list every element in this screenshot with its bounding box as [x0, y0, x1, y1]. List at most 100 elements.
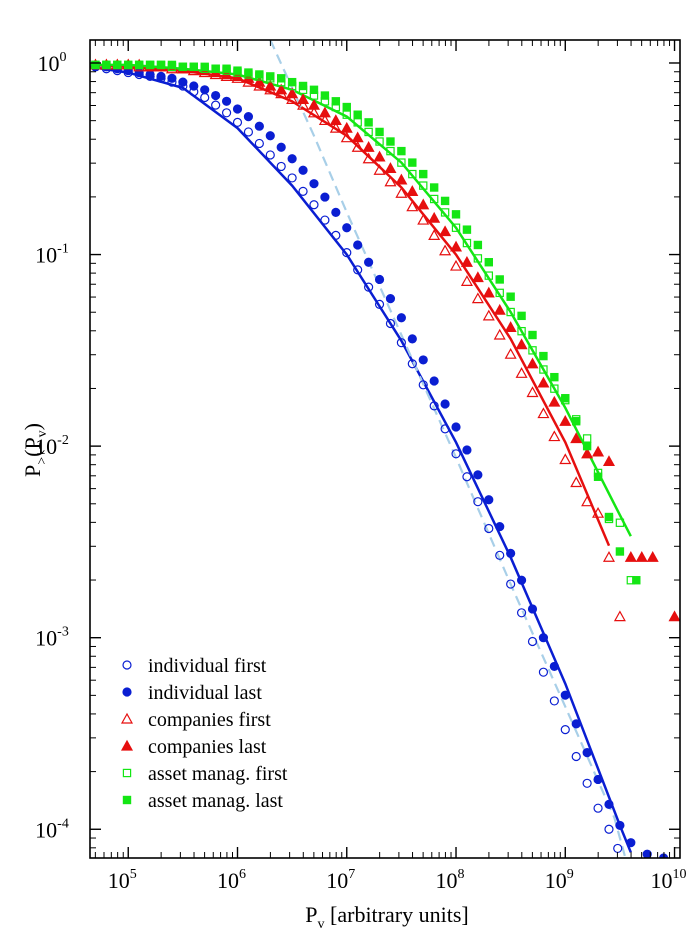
legend-item: asset manag. first: [122, 763, 288, 785]
asset_last-point: [364, 118, 373, 127]
y-tick-label: 10-3: [35, 625, 69, 651]
legend-label: individual first: [148, 655, 267, 677]
y-axis-title-main: P: [20, 465, 45, 477]
data-layer: [90, 40, 680, 858]
individual_fit-line: [90, 65, 632, 853]
companies_last-point: [646, 551, 659, 562]
asset_first-point: [419, 181, 428, 190]
asset_first-point: [495, 288, 504, 298]
x-axis-title-main: P: [305, 902, 317, 927]
companies_first-point: [613, 610, 626, 622]
individual_last-point: [134, 67, 144, 78]
individual_last-point: [418, 355, 428, 365]
powerlaw_reference-line: [269, 40, 627, 858]
individual_first-point: [342, 248, 352, 258]
companies_first-point: [406, 200, 419, 212]
asset_last-point: [408, 158, 417, 167]
companies_last-point: [428, 211, 441, 223]
individual_first-point: [473, 497, 483, 507]
legend-item: individual first: [122, 655, 267, 677]
companies_last-point: [373, 150, 386, 162]
companies_last-point: [559, 414, 572, 426]
asset_first-point: [473, 254, 483, 263]
asset_first-point: [550, 384, 559, 393]
asset_first-point: [528, 346, 537, 355]
companies_first-point: [504, 347, 517, 359]
companies_first-point: [318, 114, 331, 126]
individual_last-point: [484, 495, 494, 505]
y-axis-title-sub2: v: [35, 430, 50, 437]
individual_first-point: [516, 608, 527, 618]
x-axis-title-suffix: [arbitrary units]: [325, 902, 469, 927]
asset_first-point: [615, 518, 625, 527]
individual_last-point: [560, 690, 570, 700]
individual_last-point: [320, 192, 330, 202]
individual_first-point: [243, 127, 254, 137]
individual_last-point: [462, 445, 472, 455]
asset_last-point: [113, 60, 122, 70]
legend-marker: [120, 739, 134, 751]
companies_first-point: [537, 407, 550, 419]
asset_last-point: [473, 240, 483, 250]
individual_first-point: [429, 401, 439, 411]
legend-item: companies first: [120, 709, 271, 731]
companies_last-point: [570, 432, 583, 444]
individual_last-point: [626, 838, 636, 848]
individual_first-point: [538, 667, 549, 677]
individual_first-point: [484, 523, 494, 534]
individual_first-point: [396, 338, 406, 348]
companies_last-point: [515, 338, 528, 350]
individual_last-point: [582, 748, 592, 758]
individual_first-point: [571, 751, 581, 762]
individual_last-point: [178, 77, 188, 87]
asset_first-point: [539, 365, 548, 374]
individual_first-point: [527, 636, 538, 647]
asset_last-point: [331, 97, 341, 106]
companies_last-point: [504, 321, 517, 332]
individual_last-point: [353, 240, 363, 250]
individual_last-point: [156, 71, 166, 81]
asset_first-point: [386, 146, 395, 156]
individual_first-point: [462, 472, 472, 482]
individual_first-point: [506, 579, 516, 589]
companies_first-point: [592, 506, 605, 518]
x-axis-title: Pv [arbitrary units]: [305, 902, 468, 932]
companies_first-point: [602, 551, 616, 562]
asset_last-point: [582, 441, 592, 451]
legend-item: asset manag. last: [122, 790, 283, 812]
asset_last-point: [342, 102, 351, 112]
asset_last-point: [222, 64, 231, 73]
legend-label: asset manag. last: [148, 790, 283, 812]
companies_first-point: [526, 386, 539, 398]
asset_last-point: [309, 85, 319, 95]
legend-marker: [120, 712, 134, 724]
y-tick-label: 100: [38, 50, 67, 76]
x-tick-label: 1010: [651, 867, 687, 893]
y-tick-label: 10-1: [35, 242, 69, 268]
individual_last-point: [374, 274, 385, 285]
asset_last-point: [211, 64, 220, 73]
individual_last-point: [440, 399, 450, 409]
individual_first-point: [200, 92, 210, 103]
companies_last-point: [253, 75, 266, 87]
companies_last-point: [318, 106, 331, 118]
companies_last-point: [624, 551, 637, 562]
companies_last-point: [329, 114, 342, 126]
companies_last-point: [275, 83, 288, 95]
individual_first-point: [407, 359, 417, 369]
companies_first-point: [493, 328, 506, 340]
individual_last-point: [549, 661, 559, 672]
companies_first-point: [340, 131, 353, 143]
companies_first-point: [428, 229, 441, 241]
individual_last-point: [331, 207, 341, 218]
individual_last-point: [429, 376, 439, 386]
individual_first-point: [276, 161, 286, 172]
companies_first-point: [395, 187, 408, 198]
companies_last-point: [297, 93, 310, 104]
individual_last-point: [396, 313, 406, 323]
individual_first-point: [560, 725, 570, 735]
asset_last-point: [167, 60, 177, 70]
asset_last-point: [244, 68, 253, 77]
companies_last-point: [264, 79, 277, 91]
